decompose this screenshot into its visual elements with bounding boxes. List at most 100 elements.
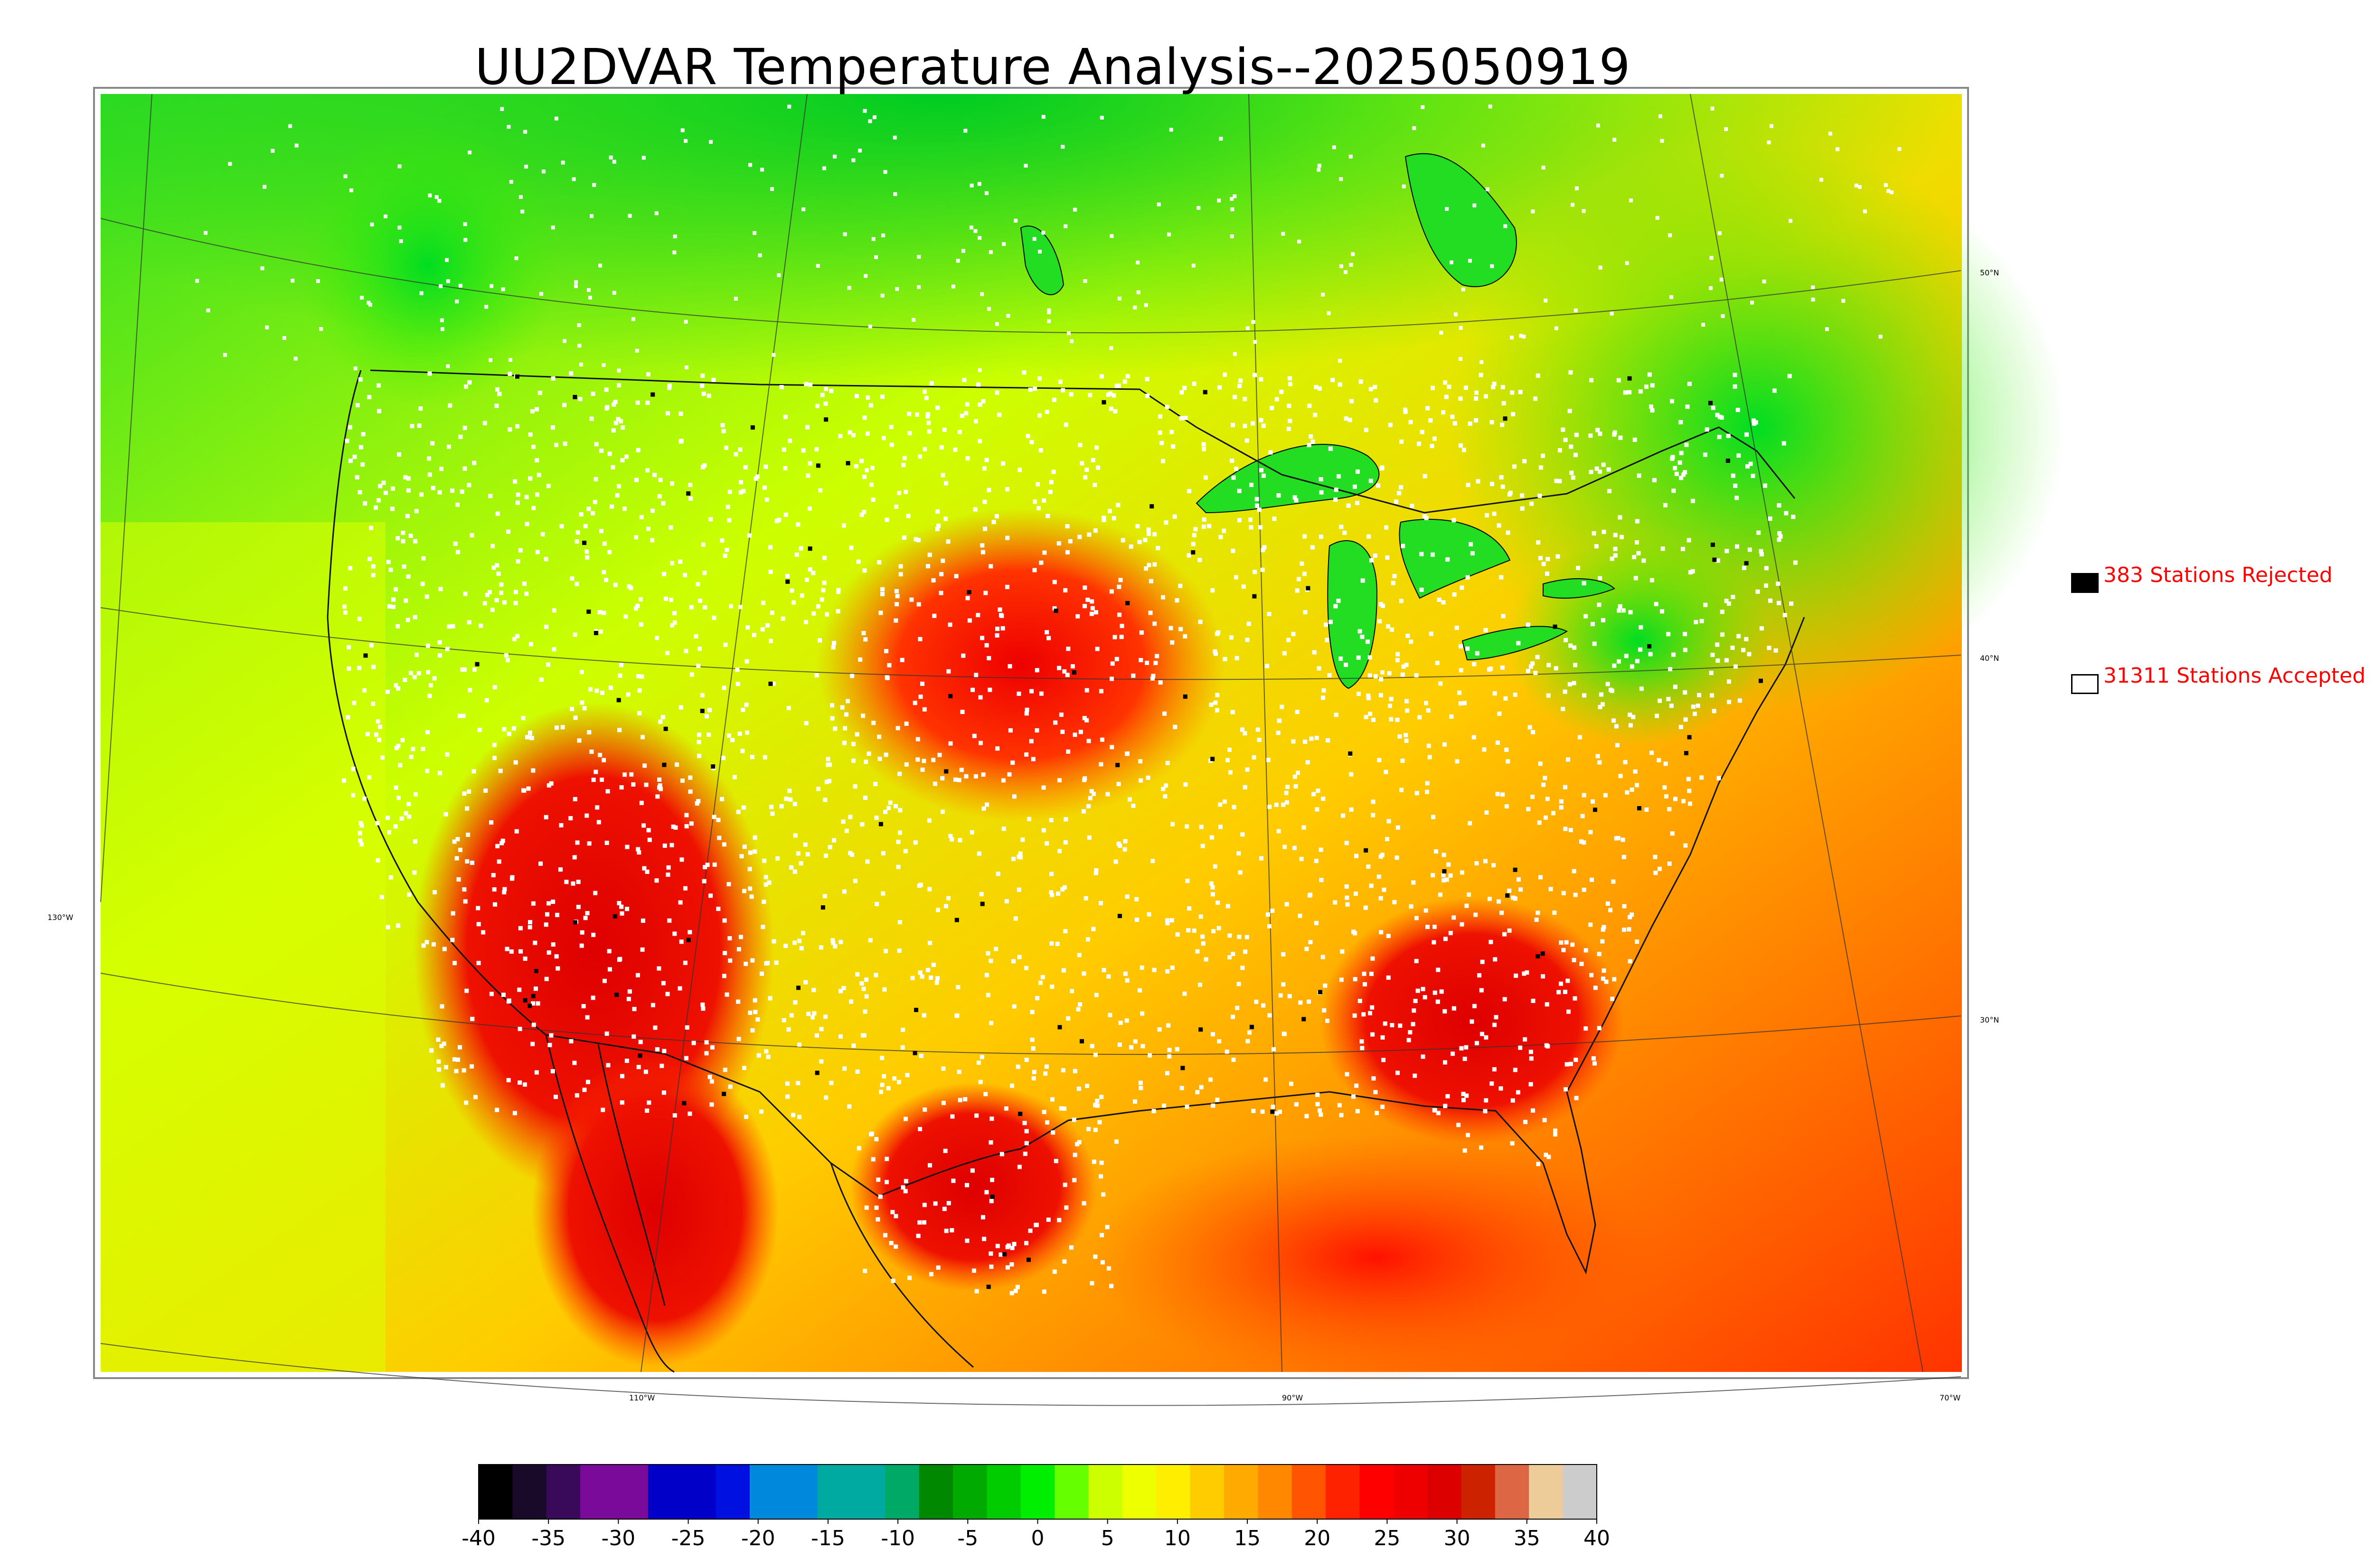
station-marker (979, 892, 984, 896)
station-marker (639, 800, 644, 805)
station-marker (792, 869, 797, 874)
station-marker (1049, 941, 1054, 946)
station-marker (513, 479, 518, 484)
station-marker (990, 1194, 995, 1199)
station-marker (391, 605, 396, 610)
station-marker (708, 893, 713, 898)
station-marker (432, 676, 437, 681)
station-marker (528, 432, 533, 437)
station-marker (1210, 892, 1215, 897)
station-marker (575, 1093, 579, 1098)
station-marker (894, 1244, 898, 1249)
station-marker (1383, 1021, 1387, 1026)
station-marker (673, 825, 678, 830)
station-marker (639, 515, 644, 519)
station-marker (492, 887, 497, 892)
station-marker (869, 1131, 874, 1136)
station-marker (620, 458, 625, 462)
station-marker (678, 412, 683, 416)
station-marker (544, 976, 549, 981)
station-marker (1338, 382, 1342, 387)
station-marker (1386, 975, 1391, 980)
station-marker (1179, 416, 1184, 421)
colorbar-cell (682, 1465, 716, 1519)
station-marker (540, 532, 545, 536)
station-marker (524, 165, 528, 169)
station-marker (796, 851, 801, 856)
station-marker (1536, 911, 1540, 915)
station-marker (885, 517, 889, 522)
station-marker (631, 317, 635, 321)
station-marker (1240, 966, 1245, 970)
station-marker (1148, 610, 1153, 615)
station-marker (413, 539, 418, 544)
station-marker (1345, 902, 1350, 907)
station-marker (760, 627, 765, 632)
station-marker (925, 967, 930, 972)
station-marker (1715, 413, 1720, 417)
station-marker (396, 796, 401, 800)
station-marker (1115, 763, 1120, 768)
station-marker (1179, 390, 1184, 395)
station-marker (854, 394, 859, 398)
station-marker (1379, 677, 1384, 682)
station-marker (1593, 986, 1598, 990)
station-marker (1589, 378, 1594, 383)
station-marker (853, 784, 857, 789)
station-marker (547, 1042, 552, 1047)
station-marker (1582, 887, 1586, 892)
station-marker (1318, 1108, 1322, 1113)
station-marker (974, 1289, 979, 1294)
station-marker (518, 1026, 522, 1031)
station-marker (1193, 527, 1198, 532)
station-marker (535, 407, 539, 412)
colorbar-cell (851, 1465, 886, 1519)
station-marker (368, 526, 373, 530)
station-marker (1577, 735, 1582, 740)
station-marker (831, 645, 836, 650)
station-marker (1423, 474, 1427, 479)
station-marker (1136, 260, 1140, 264)
station-marker (1233, 352, 1237, 356)
station-marker (973, 229, 978, 233)
station-marker (228, 162, 232, 166)
station-marker (763, 875, 768, 880)
station-marker (1741, 648, 1746, 652)
station-marker (1425, 781, 1430, 786)
station-marker (696, 582, 700, 587)
station-marker (629, 772, 634, 777)
station-marker (316, 279, 320, 283)
station-marker (373, 505, 378, 510)
station-marker (871, 721, 876, 725)
station-marker (851, 758, 856, 763)
station-marker (1075, 1142, 1080, 1146)
station-marker (1554, 666, 1558, 671)
station-marker (577, 738, 582, 743)
station-marker (1073, 207, 1077, 212)
station-marker (1368, 712, 1373, 716)
station-marker (1595, 754, 1600, 759)
station-marker (1010, 761, 1015, 765)
station-marker (923, 447, 927, 451)
station-marker (377, 724, 382, 729)
station-marker (522, 582, 527, 586)
station-marker (1389, 696, 1394, 701)
station-marker (1090, 606, 1095, 610)
station-marker (1878, 335, 1883, 339)
station-marker (419, 291, 424, 295)
station-marker (1237, 518, 1242, 523)
station-marker (1017, 691, 1021, 696)
station-marker (1668, 667, 1673, 672)
station-marker (1667, 807, 1672, 811)
station-marker (1102, 400, 1106, 404)
station-marker (1425, 406, 1430, 411)
station-marker (879, 1089, 884, 1094)
station-marker (1424, 516, 1429, 520)
station-marker (1431, 873, 1435, 878)
station-marker (806, 473, 810, 478)
station-marker (1708, 401, 1713, 405)
station-marker (1443, 380, 1448, 385)
station-marker (562, 339, 566, 343)
station-marker (783, 943, 788, 948)
station-marker (606, 1063, 611, 1068)
